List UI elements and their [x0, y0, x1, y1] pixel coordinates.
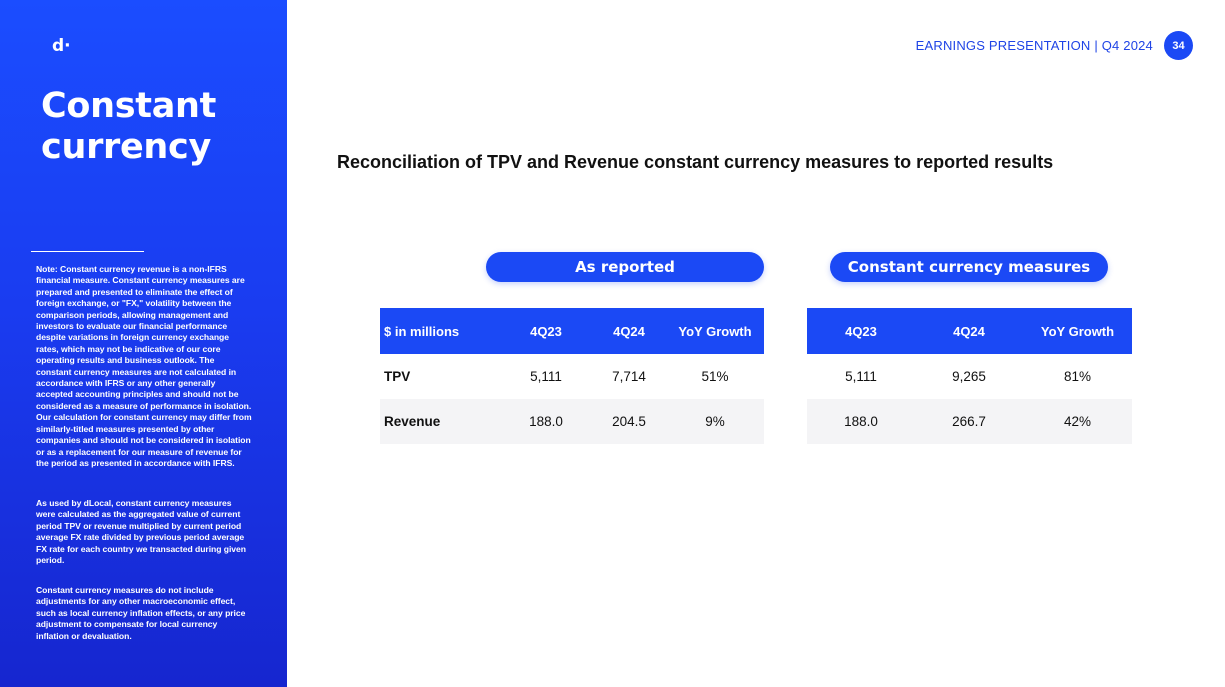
constant-currency-table: 4Q23 4Q24 YoY Growth 5,111 9,265 81% 188… [807, 308, 1132, 444]
table-cell: 5,111 [807, 354, 915, 399]
header-cell: $ in millions [380, 308, 500, 354]
table-cell: 188.0 [807, 399, 915, 444]
header-cell: 4Q23 [807, 308, 915, 354]
as-reported-pill: As reported [486, 252, 764, 282]
table-row: 5,111 9,265 81% [807, 354, 1132, 399]
table-header-row: 4Q23 4Q24 YoY Growth [807, 308, 1132, 354]
presentation-header: EARNINGS PRESENTATION | Q4 2024 [915, 38, 1153, 53]
dlocal-logo: d· [52, 36, 71, 56]
table-cell: 42% [1023, 399, 1132, 444]
table-cell: 266.7 [915, 399, 1023, 444]
note-paragraph-3: Constant currency measures do not includ… [36, 585, 246, 641]
table-header-row: $ in millions 4Q23 4Q24 YoY Growth [380, 308, 764, 354]
table-cell: 9% [666, 399, 764, 444]
table-row: 188.0 266.7 42% [807, 399, 1132, 444]
as-reported-table: $ in millions 4Q23 4Q24 YoY Growth TPV 5… [380, 308, 764, 444]
section-title: Constant currency [41, 86, 216, 168]
row-label: TPV [380, 354, 500, 399]
table-cell: 51% [666, 354, 764, 399]
note-paragraph-2: As used by dLocal, constant currency mea… [36, 498, 246, 566]
table-cell: 5,111 [500, 354, 592, 399]
header-cell: YoY Growth [1023, 308, 1132, 354]
header-cell: 4Q24 [915, 308, 1023, 354]
header-cell: 4Q23 [500, 308, 592, 354]
section-title-line2: currency [41, 127, 212, 167]
page-number-badge: 34 [1164, 31, 1193, 60]
note-paragraph-1: Note: Constant currency revenue is a non… [36, 264, 252, 468]
table-cell: 188.0 [500, 399, 592, 444]
table-cell: 204.5 [592, 399, 666, 444]
table-cell: 7,714 [592, 354, 666, 399]
slide-title: Reconciliation of TPV and Revenue consta… [337, 152, 1054, 172]
table-cell: 9,265 [915, 354, 1023, 399]
header-cell: YoY Growth [666, 308, 764, 354]
table-row: Revenue 188.0 204.5 9% [380, 399, 764, 444]
constant-currency-pill: Constant currency measures [830, 252, 1108, 282]
sidebar-divider [31, 251, 144, 252]
row-label: Revenue [380, 399, 500, 444]
table-cell: 81% [1023, 354, 1132, 399]
table-row: TPV 5,111 7,714 51% [380, 354, 764, 399]
section-title-line1: Constant [41, 86, 217, 126]
sidebar: d· Constant currency Note: Constant curr… [0, 0, 287, 687]
header-cell: 4Q24 [592, 308, 666, 354]
